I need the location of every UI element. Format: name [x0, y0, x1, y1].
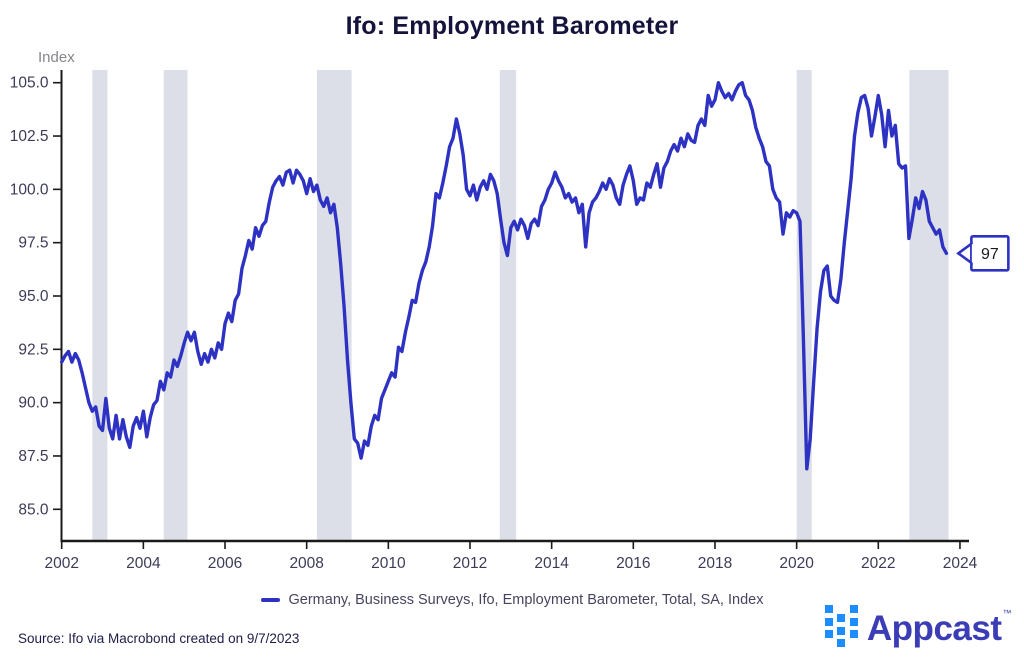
x-tick-label: 2024: [943, 555, 978, 572]
y-tick-label: 87.5: [18, 448, 48, 465]
y-tick-label: 95.0: [18, 288, 49, 305]
recession-band: [909, 70, 949, 541]
chart-title: Ifo: Employment Barometer: [345, 12, 679, 40]
legend-label: Germany, Business Surveys, Ifo, Employme…: [288, 592, 764, 608]
x-tick-label: 2016: [616, 555, 650, 572]
x-tick-label: 2004: [126, 555, 161, 572]
x-tick-label: 2006: [208, 555, 242, 572]
trademark-symbol: ™: [1002, 607, 1012, 618]
x-tick-label: 2012: [453, 555, 487, 572]
x-tick-label: 2014: [534, 555, 569, 572]
recession-band: [499, 70, 517, 541]
x-tick-label: 2020: [779, 555, 814, 572]
y-tick-label: 90.0: [18, 395, 49, 412]
y-tick-label: 92.5: [18, 341, 48, 358]
end-value-label: 97: [981, 246, 999, 263]
x-tick-label: 2010: [371, 555, 406, 572]
appcast-logo-text: Appcast™: [866, 607, 1012, 648]
end-value-callout-arrow: [956, 241, 973, 266]
series-line: [60, 81, 949, 471]
legend: Germany, Business Surveys, Ifo, Employme…: [0, 592, 1024, 608]
x-tick-label: 2018: [698, 555, 732, 572]
recession-band: [316, 70, 352, 541]
y-tick-label: 97.5: [18, 235, 48, 252]
y-tick-label: 100.0: [10, 181, 49, 198]
recession-band: [163, 70, 188, 541]
appcast-logo: Appcast™: [824, 605, 1012, 651]
x-tick-label: 2022: [861, 555, 895, 572]
recession-band: [92, 70, 108, 541]
callout-seam-cover: [971, 244, 976, 263]
x-tick-label: 2008: [289, 555, 323, 572]
y-tick-label: 102.5: [10, 128, 49, 145]
employment-barometer-chart: 85.0 87.5 90.0 92.5 95.0 97.5 100.0 102.5 105.0 2…: [10, 49, 1010, 572]
legend-line-marker-icon: [260, 598, 280, 602]
y-tick-label: 85.0: [18, 501, 49, 518]
source-note: Source: Ifo via Macrobond created on 9/7…: [18, 631, 300, 646]
y-axis-unit-label: Index: [38, 49, 75, 66]
y-tick-label: 105.0: [10, 75, 49, 92]
x-tick-label: 2002: [44, 555, 78, 572]
appcast-logo-mark-icon: [824, 605, 858, 651]
recession-band: [796, 70, 812, 541]
